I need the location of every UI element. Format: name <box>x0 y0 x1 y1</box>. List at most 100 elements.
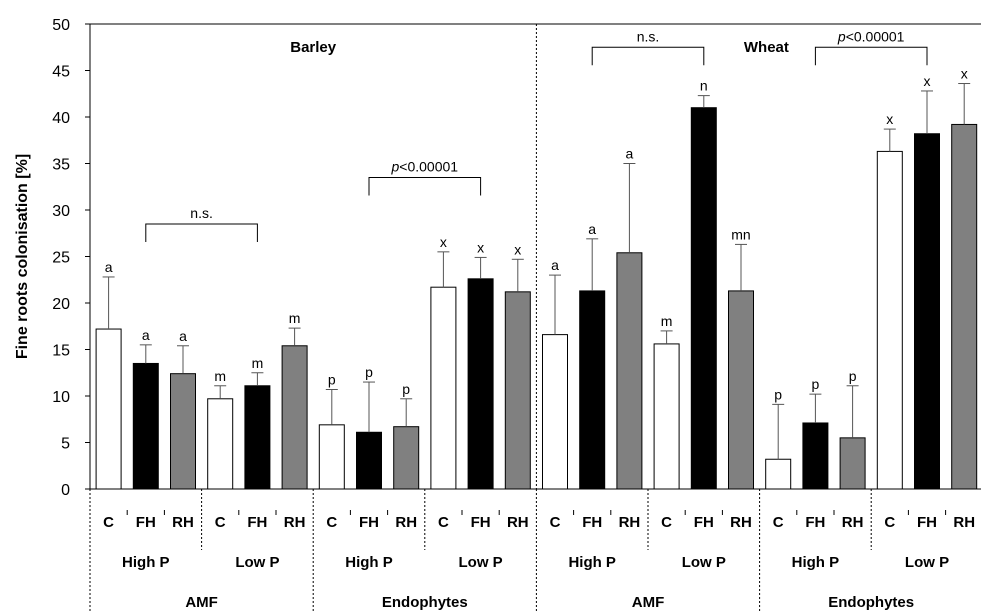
bar-wheat-endophytes-highp-fh <box>802 422 829 490</box>
bar-barley-endophytes-lowp-c <box>430 286 457 490</box>
significance-letter: x <box>514 241 521 257</box>
bar-barley-endophytes-lowp-fh <box>467 278 494 490</box>
treatment-label: C <box>550 514 561 531</box>
chart-frame <box>85 23 981 611</box>
significance-letter: a <box>179 328 187 344</box>
bar-barley-amf-lowp-c <box>207 398 234 490</box>
treatment-label: RH <box>395 514 417 531</box>
comparison-label: p<0.00001 <box>837 28 905 44</box>
bar-barley-amf-lowp-fh <box>244 385 271 490</box>
bar-barley-endophytes-highp-c <box>318 424 345 490</box>
phosphorus-label: Low P <box>235 554 279 571</box>
phosphorus-label: High P <box>122 554 170 571</box>
treatment-label: RH <box>730 514 752 531</box>
text-layer: 0 5 10 15 20 25 30 35 40 45 50 Fine roots colonisat… <box>14 17 975 611</box>
significance-letter: p <box>774 386 782 402</box>
treatment-label: FH <box>582 514 602 531</box>
fungus-label: Endophytes <box>382 594 468 611</box>
bar-wheat-amf-highp-c <box>542 334 568 490</box>
significance-letter: p <box>812 376 820 392</box>
treatment-label: RH <box>172 514 194 531</box>
bar-barley-endophytes-highp-fh <box>356 431 382 490</box>
significance-letter: m <box>214 368 226 384</box>
treatment-label: C <box>661 514 672 531</box>
bar-barley-amf-highp-c <box>95 328 122 490</box>
treatment-label: FH <box>136 514 156 531</box>
significance-letter: x <box>477 239 484 255</box>
bar-wheat-endophytes-lowp-rh <box>951 123 978 490</box>
treatment-label: C <box>884 514 895 531</box>
treatment-label: FH <box>805 514 825 531</box>
bar-barley-endophytes-highp-rh <box>393 426 420 490</box>
significance-letter: m <box>661 313 673 329</box>
bar-barley-endophytes-lowp-rh <box>504 291 531 490</box>
treatment-label: RH <box>619 514 641 531</box>
comparison-bracket <box>814 46 928 66</box>
y-tick-label: 45 <box>52 64 70 81</box>
significance-letter: n <box>700 78 708 94</box>
phosphorus-label: High P <box>792 554 840 571</box>
bar-barley-amf-lowp-rh <box>281 345 308 490</box>
comparison-label: p<0.00001 <box>391 158 459 174</box>
treatment-label: FH <box>247 514 267 531</box>
comparison-label: n.s. <box>637 28 660 44</box>
y-tick-label: 35 <box>52 157 70 174</box>
y-tick-label: 20 <box>52 296 70 313</box>
bar-barley-amf-highp-fh <box>132 362 159 490</box>
treatment-label: C <box>103 514 114 531</box>
significance-letter: p <box>365 364 373 380</box>
y-tick-label: 50 <box>52 17 70 34</box>
fungus-label: Endophytes <box>828 594 914 611</box>
treatment-label: RH <box>953 514 975 531</box>
treatment-label: FH <box>694 514 714 531</box>
phosphorus-label: Low P <box>682 554 726 571</box>
y-tick-label: 10 <box>52 389 70 406</box>
y-tick-label: 40 <box>52 110 70 127</box>
fungus-label: AMF <box>632 594 665 611</box>
bar-wheat-amf-highp-fh <box>579 290 606 490</box>
treatment-label: C <box>438 514 449 531</box>
significance-letter: x <box>886 111 893 127</box>
significance-letter: x <box>440 234 447 250</box>
comparison-bracket <box>145 223 258 242</box>
treatment-label: RH <box>284 514 306 531</box>
treatment-label: RH <box>507 514 529 531</box>
y-tick-label: 0 <box>61 482 70 499</box>
treatment-label: C <box>773 514 784 531</box>
y-tick-label: 25 <box>52 250 70 267</box>
treatment-label: RH <box>842 514 864 531</box>
y-tick-label: 30 <box>52 203 70 220</box>
significance-letter: p <box>849 368 857 384</box>
phosphorus-label: High P <box>345 554 393 571</box>
significance-letter: a <box>105 259 113 275</box>
bar-wheat-amf-lowp-fh <box>690 107 717 490</box>
bars-layer <box>95 46 978 490</box>
comparison-bracket <box>591 46 705 66</box>
significance-letter: p <box>328 371 336 387</box>
significance-letter: mn <box>731 226 750 242</box>
significance-letter: x <box>924 73 931 89</box>
bar-wheat-endophytes-lowp-fh <box>914 133 940 490</box>
y-tick-label: 5 <box>61 436 70 453</box>
treatment-label: FH <box>917 514 937 531</box>
treatment-label: C <box>326 514 337 531</box>
significance-letter: a <box>142 327 150 343</box>
bar-barley-amf-highp-rh <box>170 373 196 490</box>
bar-wheat-amf-lowp-rh <box>728 290 754 490</box>
significance-letter: p <box>402 381 410 397</box>
treatment-label: FH <box>359 514 379 531</box>
bar-wheat-endophytes-highp-c <box>765 458 792 490</box>
phosphorus-label: Low P <box>459 554 503 571</box>
significance-letter: a <box>626 146 634 162</box>
panel-title-wheat: Wheat <box>744 39 789 56</box>
y-axis-label: Fine roots colonisation [%] <box>14 154 31 359</box>
bar-wheat-endophytes-highp-rh <box>839 437 866 490</box>
phosphorus-label: High P <box>568 554 616 571</box>
significance-letter: m <box>289 310 301 326</box>
significance-letter: a <box>588 221 596 237</box>
significance-letter: a <box>551 257 559 273</box>
treatment-label: C <box>215 514 226 531</box>
bar-wheat-endophytes-lowp-c <box>876 150 903 490</box>
comparison-label: n.s. <box>190 205 213 221</box>
